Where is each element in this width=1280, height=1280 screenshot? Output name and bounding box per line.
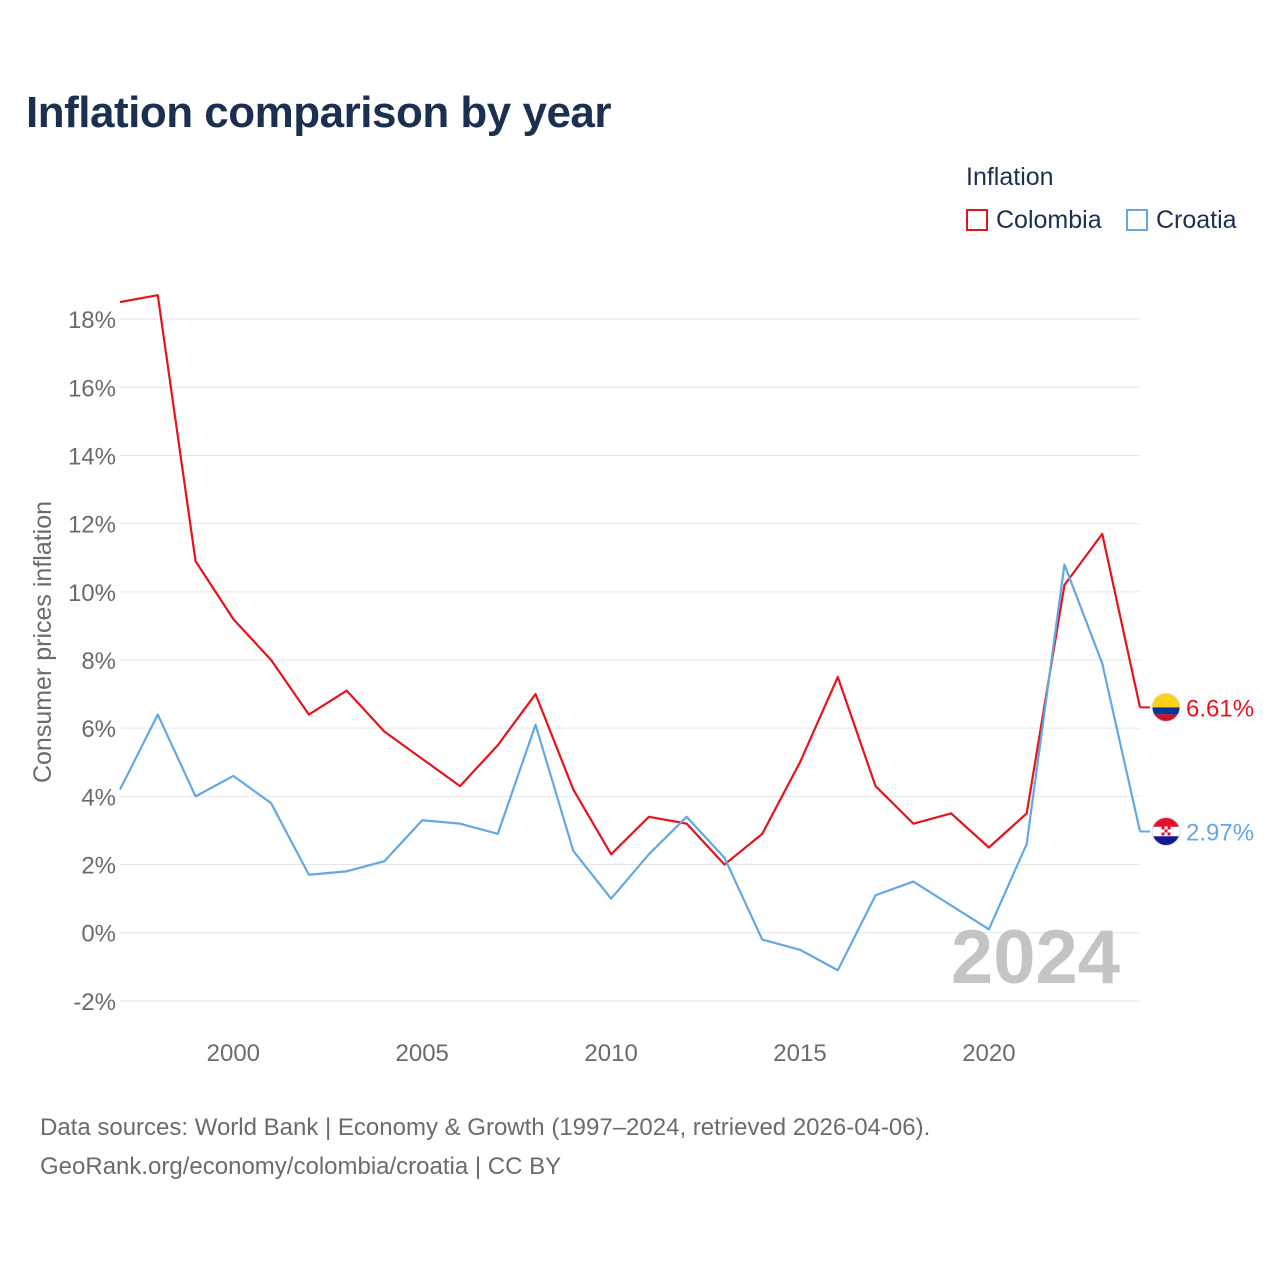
x-tick-label: 2010 xyxy=(584,1040,637,1067)
x-tick-label: 2020 xyxy=(962,1040,1015,1067)
legend-swatch-croatia xyxy=(1126,209,1148,231)
legend-label-croatia: Croatia xyxy=(1156,205,1237,234)
y-tick-label: 16% xyxy=(68,375,116,402)
source-url[interactable]: GeoRank.org/economy/colombia/croatia | C… xyxy=(40,1153,562,1180)
y-tick-label: 10% xyxy=(68,580,116,607)
source-footer: Data sources: World Bank | Economy & Gro… xyxy=(40,1108,930,1186)
y-tick-label: 14% xyxy=(68,443,116,470)
croatia-flag-icon xyxy=(1151,816,1181,846)
x-tick-label: 2005 xyxy=(396,1040,449,1067)
legend-title: Inflation xyxy=(966,163,1054,191)
source-line: Data sources: World Bank | Economy & Gro… xyxy=(40,1114,931,1141)
y-tick-label: -2% xyxy=(73,989,116,1016)
grid-lines xyxy=(120,318,1140,1002)
y-tick-label: 4% xyxy=(81,784,116,811)
legend-swatch-colombia xyxy=(966,209,988,231)
y-axis-ticks: -2% 0% 2% 4% 6% 8% 10% 12% 14% 16% 18% xyxy=(68,307,116,1016)
x-axis-ticks: 2000 2005 2010 2015 2020 xyxy=(207,1040,1016,1067)
y-axis-label: Consumer prices inflation xyxy=(29,501,57,783)
y-tick-label: 18% xyxy=(68,307,116,334)
y-tick-label: 2% xyxy=(81,853,116,880)
y-tick-label: 0% xyxy=(81,921,116,948)
legend-item-colombia[interactable]: Colombia xyxy=(966,204,1102,236)
colombia-flag-icon xyxy=(1151,692,1181,722)
x-tick-label: 2015 xyxy=(773,1040,826,1067)
end-value-label-colombia: 6.61% xyxy=(1186,695,1254,722)
y-tick-label: 8% xyxy=(81,648,116,675)
y-tick-label: 12% xyxy=(68,512,116,539)
y-tick-label: 6% xyxy=(81,716,116,743)
chart-title: Inflation comparison by year xyxy=(26,88,612,137)
legend-item-croatia[interactable]: Croatia xyxy=(1126,204,1237,236)
end-value-label-croatia: 2.97% xyxy=(1186,819,1254,846)
legend-label-colombia: Colombia xyxy=(996,205,1102,234)
x-tick-label: 2000 xyxy=(207,1040,260,1067)
series-line-croatia[interactable] xyxy=(119,563,1142,972)
series-line-colombia[interactable] xyxy=(119,294,1142,866)
year-watermark: 2024 xyxy=(951,915,1120,1000)
